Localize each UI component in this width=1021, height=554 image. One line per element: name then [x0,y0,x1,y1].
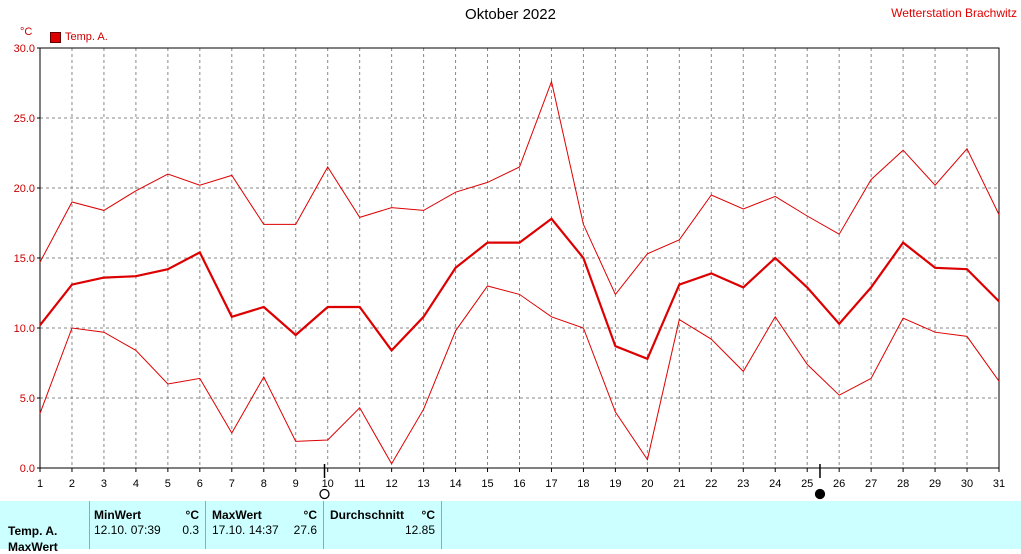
y-tick-label: 0.0 [20,463,35,475]
x-tick-label: 16 [513,478,525,490]
stats-min-cell: MinWert °C 12.10. 07:39 0.3 [90,501,206,549]
stats-max-cell: MaxWert °C 17.10. 14:37 27.6 [206,501,324,549]
stats-row-label-2: MaxWert [8,540,58,554]
series-line-mean [39,217,1000,361]
chart-tick-labels: 0.05.010.015.020.025.030.01 2 3 4 5 6 7 8 9 10 11 1… [14,43,1006,490]
x-tick-label: 20 [641,478,653,490]
x-tick-label: 29 [929,478,941,490]
x-tick-label: 8 [261,478,267,490]
x-tick-label: 11 [354,478,365,490]
series-line-min [39,285,1000,465]
stats-row-label-cell: Temp. A. MaxWert [0,501,90,554]
station-name: Wetterstation Brachwitz [891,6,1017,20]
moon-phase-markers [319,464,826,500]
max-header: MaxWert [212,508,262,522]
x-tick-label: 13 [417,478,429,490]
x-tick-label: 6 [197,478,203,490]
x-tick-label: 22 [705,478,717,490]
x-tick-label: 15 [481,478,493,490]
x-tick-label: 9 [293,478,299,490]
x-tick-label: 26 [833,478,845,490]
x-tick-label: 24 [769,478,781,490]
chart-grid [40,48,999,468]
x-tick-label: 2 [69,478,75,490]
chart-axes [37,47,1000,472]
x-tick-label: 19 [609,478,621,490]
max-unit: °C [303,508,317,522]
new-moon-icon [814,488,826,500]
series-line-max [39,79,1000,296]
avg-header: Durchschnitt [330,508,405,522]
chart-legend: Temp. A. [50,31,108,43]
avg-value: 12.85 [404,523,435,537]
x-tick-label: 14 [449,478,461,490]
x-tick-label: 17 [545,478,557,490]
x-tick-label: 25 [801,478,813,490]
stats-table: Temp. A. MaxWert MinWert °C 12.10. 07:39… [0,501,1021,554]
min-time: 12.10. 07:39 [94,523,161,537]
x-tick-label: 31 [993,478,1005,490]
chart-series [39,79,1000,465]
x-tick-label: 30 [961,478,973,490]
x-tick-label: 28 [897,478,909,490]
temperature-chart: 0.05.010.015.020.025.030.01 2 3 4 5 6 7 8 9 10 11 1… [14,43,1006,500]
x-tick-label: 27 [865,478,877,490]
x-tick-label: 23 [737,478,749,490]
stats-row-label: Temp. A. [8,524,58,538]
x-tick-label: 10 [322,478,334,490]
stats-avg-cell: Durchschnitt °C 12.85 [324,501,442,549]
x-tick-label: 21 [673,478,685,490]
y-tick-label: 5.0 [20,393,35,405]
max-value: 27.6 [293,523,317,537]
legend-swatch [50,31,61,43]
min-value: 0.3 [182,523,199,537]
x-tick-label: 3 [101,478,107,490]
x-tick-label: 1 [37,478,43,490]
chart-title: Oktober 2022 [465,6,556,23]
x-tick-label: 7 [229,478,235,490]
min-unit: °C [185,508,199,522]
full-moon-icon [319,488,330,500]
x-tick-label: 12 [386,478,398,490]
x-tick-label: 18 [577,478,589,490]
y-tick-label: 25.0 [14,113,35,125]
x-tick-label: 5 [165,478,171,490]
legend-label: Temp. A. [65,31,108,43]
avg-unit: °C [421,508,435,522]
x-tick-label: 4 [133,478,139,490]
max-time: 17.10. 14:37 [212,523,279,537]
y-tick-label: 15.0 [14,253,35,265]
y-tick-label: 10.0 [14,323,35,335]
min-header: MinWert [94,508,142,522]
y-tick-label: 30.0 [14,43,35,55]
y-tick-label: 20.0 [14,183,35,195]
y-axis-unit: °C [20,26,33,38]
